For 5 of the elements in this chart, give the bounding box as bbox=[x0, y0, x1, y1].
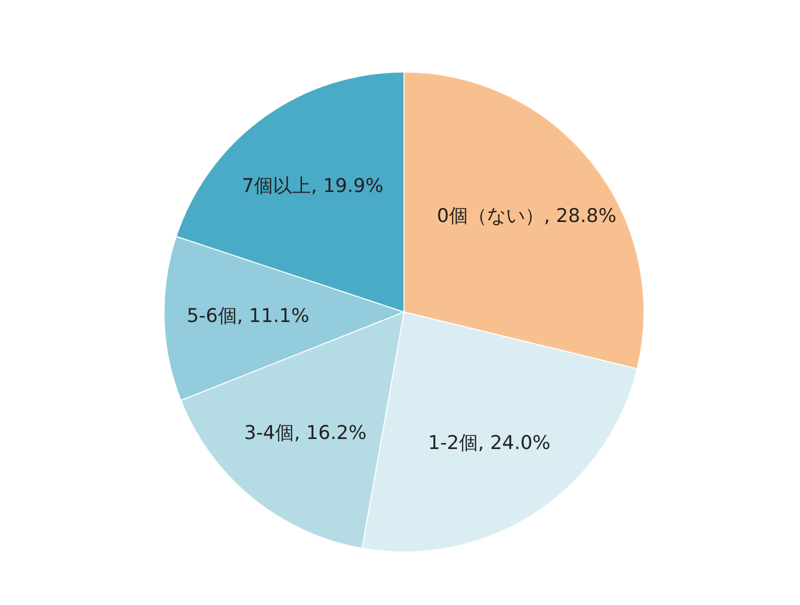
slice-label: 1-2個, 24.0% bbox=[426, 430, 552, 456]
slice-label: 3-4個, 16.2% bbox=[243, 420, 368, 446]
slice-label: 7個以上, 19.9% bbox=[240, 174, 384, 198]
slice-label: 5-6個, 11.1% bbox=[186, 304, 310, 330]
slice-label: 0個（ない）, 28.8% bbox=[436, 204, 618, 229]
